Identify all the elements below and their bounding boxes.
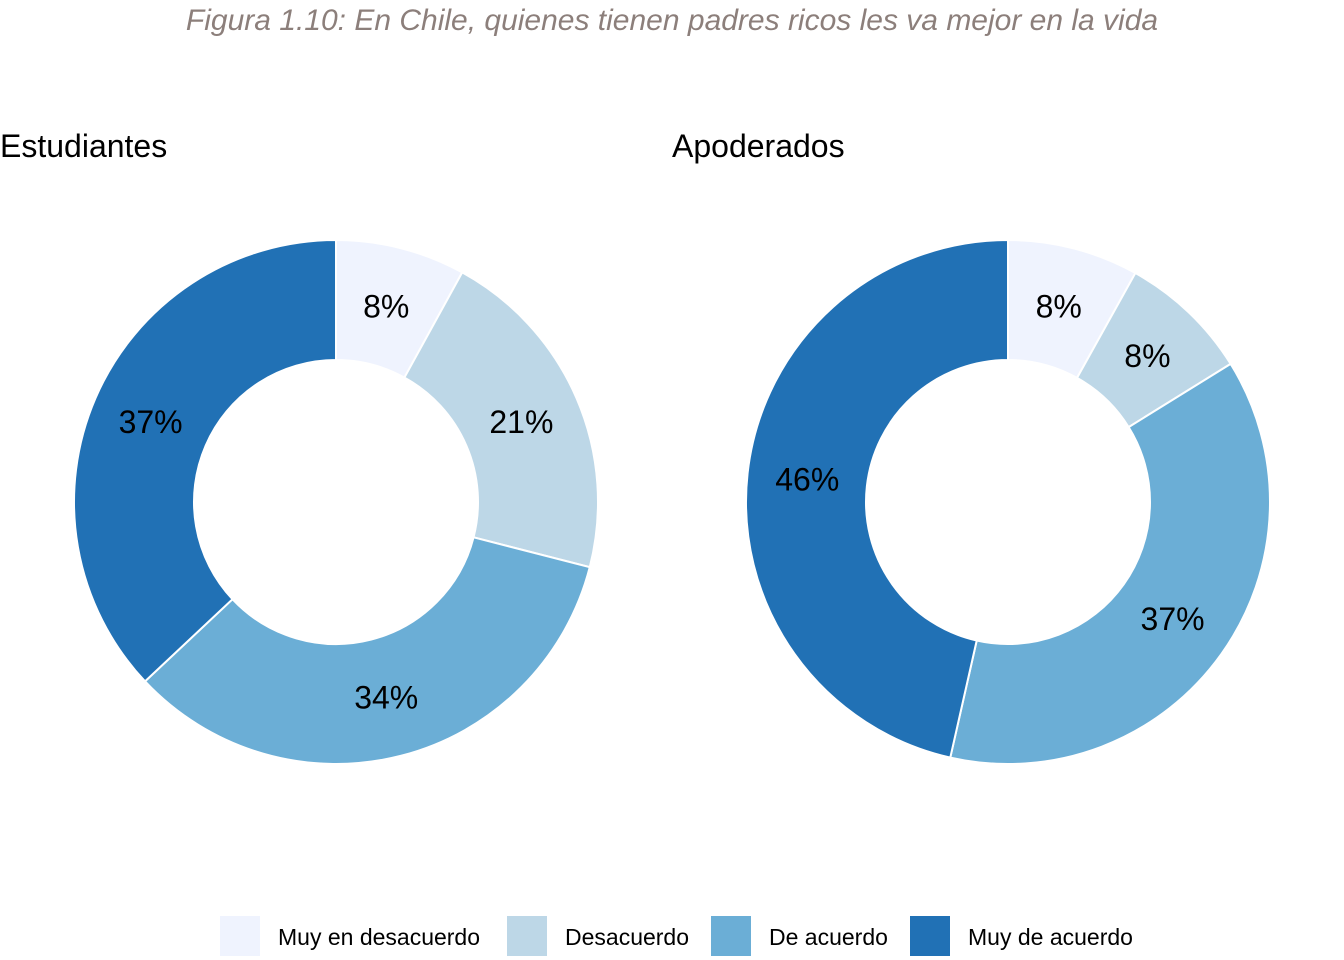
slice-muy-de-acuerdo bbox=[745, 238, 1009, 759]
slice-label-desacuerdo: 21% bbox=[489, 404, 553, 440]
legend-label: Muy en desacuerdo bbox=[278, 924, 481, 950]
donut-charts: 8% 21% 34% 37% 8% 8% 37% 46% bbox=[73, 238, 1271, 765]
panel-title-estudiantes: Estudiantes bbox=[0, 128, 168, 164]
donut-apoderados: 8% 8% 37% 46% bbox=[745, 238, 1271, 765]
figure-title: Figura 1.10: En Chile, quienes tienen pa… bbox=[185, 4, 1159, 37]
legend-label: De acuerdo bbox=[769, 924, 888, 950]
slice-label-de-acuerdo: 37% bbox=[1141, 601, 1205, 637]
legend: Muy en desacuerdo Desacuerdo De acuerdo … bbox=[0, 916, 1344, 958]
donut-estudiantes: 8% 21% 34% 37% bbox=[73, 238, 599, 765]
slice-label-de-acuerdo: 34% bbox=[354, 680, 418, 716]
slice-de-acuerdo bbox=[949, 362, 1271, 765]
slice-de-acuerdo bbox=[143, 536, 591, 765]
slice-desacuerdo bbox=[403, 271, 599, 569]
slice-muy-de-acuerdo bbox=[73, 238, 337, 683]
slice-label-muy-en-desacuerdo: 8% bbox=[1036, 288, 1082, 324]
legend-swatch bbox=[507, 916, 547, 956]
slice-label-muy-de-acuerdo: 46% bbox=[775, 462, 839, 498]
legend-swatch bbox=[910, 916, 950, 956]
slice-label-desacuerdo: 8% bbox=[1124, 338, 1170, 374]
slice-label-muy-en-desacuerdo: 8% bbox=[363, 288, 409, 324]
legend-label: Desacuerdo bbox=[565, 924, 690, 950]
panel-title-apoderados: Apoderados bbox=[672, 128, 845, 164]
slice-label-muy-de-acuerdo: 37% bbox=[119, 404, 183, 440]
legend-swatch bbox=[220, 916, 260, 956]
legend-label: Muy de acuerdo bbox=[968, 924, 1133, 950]
legend-swatch bbox=[711, 916, 751, 956]
